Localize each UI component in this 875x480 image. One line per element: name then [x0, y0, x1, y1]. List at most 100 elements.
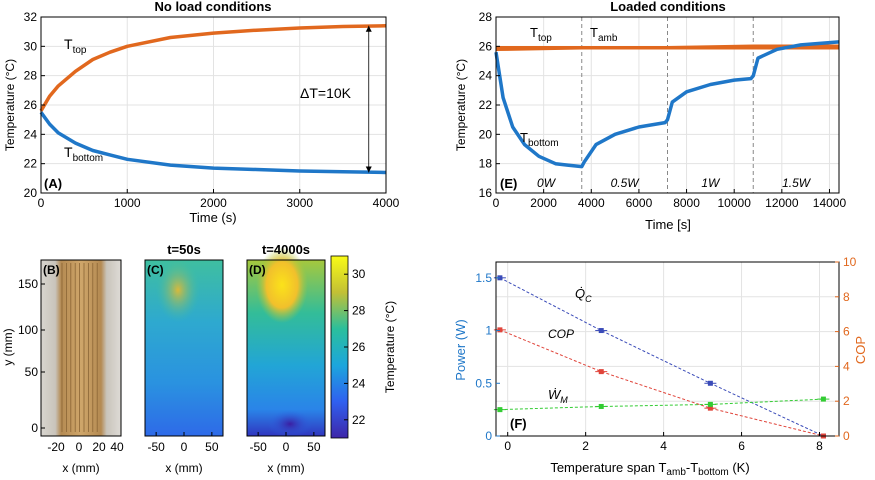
- panel-a-xlabel: Time (s): [189, 210, 236, 225]
- x-tick-label: 50: [205, 440, 219, 454]
- y-tick-label: 28: [479, 10, 493, 24]
- data-point: [707, 401, 713, 407]
- x-tick-label: 20: [92, 440, 106, 454]
- data-point: [707, 405, 713, 411]
- panel-e: 0 2000 4000 6000 8000 10000 12000 14000 16 18 20 22…: [454, 0, 846, 232]
- y-left-tick-label: 0.5: [475, 376, 492, 390]
- series-line-1: [499, 329, 824, 437]
- load-label: 1W: [701, 176, 721, 190]
- colorbar-tick-label: 26: [352, 340, 366, 354]
- panel-f-ylabel-right: COP: [853, 336, 868, 364]
- panel-c-axes: -50 0 50: [147, 432, 219, 454]
- data-point: [598, 328, 604, 334]
- x-tick-label: -50: [147, 440, 165, 454]
- x-tick-label: 4000: [373, 196, 400, 210]
- panel-c-xlabel: x (mm): [165, 461, 202, 475]
- panel-b-frame: [40, 259, 122, 437]
- x-tick-label: 4: [660, 439, 667, 453]
- panel-b-label: (B): [43, 263, 60, 277]
- x-tick-label: 8000: [673, 196, 700, 210]
- panel-d-hot-region: [256, 247, 308, 323]
- x-tick-label: 6000: [626, 196, 653, 210]
- panel-a-tbottom-label: Tbottom: [64, 144, 103, 164]
- panel-f-ylabel-left: Power (W): [453, 319, 468, 380]
- panel-c-hot-region: [156, 258, 200, 322]
- panel-e-label: (E): [500, 176, 517, 191]
- panel-a-ttop-label: Ttop: [64, 36, 87, 56]
- x-tick-label: 10000: [718, 196, 752, 210]
- panel-a-grid: [40, 16, 387, 194]
- y-right-tick-label: 10: [843, 255, 857, 269]
- panel-e-tamb-label: Tamb: [590, 25, 618, 44]
- colorbar-tick-label: 30: [352, 267, 366, 281]
- x-tick-label: 1000: [114, 196, 141, 210]
- plot-area: [496, 262, 839, 436]
- x-tick-label: 0: [38, 196, 45, 210]
- y-tick-label: 150: [18, 277, 38, 291]
- y-tick-label: 20: [479, 127, 493, 141]
- panel-e-ylabel: Temperature (°C): [454, 59, 468, 151]
- x-tick-label: 6: [738, 439, 745, 453]
- panel-d-cold-region: [268, 410, 312, 438]
- y-right-tick-label: 2: [843, 394, 850, 408]
- panel-d-axes: -50 0 50: [249, 432, 321, 454]
- colorbar-tick-label: 22: [352, 413, 366, 427]
- series-line-top: [39, 24, 387, 112]
- panel-a-axes: 0 1000 2000 3000 4000 20 22 24 26 28 30 32: [24, 10, 400, 210]
- x-tick-label: 2000: [530, 196, 557, 210]
- panel-e-xlabel: Time [s]: [645, 217, 691, 232]
- data-point: [598, 369, 604, 375]
- x-tick-label: 50: [307, 440, 321, 454]
- x-tick-label: 12000: [765, 196, 799, 210]
- x-tick-label: 8: [816, 439, 823, 453]
- y-right-tick-label: 4: [843, 359, 850, 373]
- panel-b-ylabel: y (mm): [1, 328, 15, 365]
- x-tick-label: -20: [47, 440, 65, 454]
- panel-d: -50 0 50 t=4000s (D) x (mm): [246, 242, 326, 475]
- panel-a-marks: [39, 24, 387, 175]
- panel-f-axes: 0 2 4 6 8 0 0.5 1 1.5 0 2 4 6 8 10: [475, 255, 856, 453]
- x-tick-label: 40: [110, 440, 124, 454]
- axes-frame: [495, 261, 840, 437]
- x-tick-label: 14000: [813, 196, 847, 210]
- colorbar-label: Temperature (°C): [383, 301, 397, 393]
- panel-e-marks: [494, 40, 840, 169]
- colorbar: 22 24 26 28 30 Temperature (°C): [330, 255, 397, 439]
- y-tick-label: 20: [24, 186, 38, 200]
- x-tick-label: 0: [181, 440, 188, 454]
- panel-a-delta-t-annotation: ΔT=10K: [300, 85, 352, 101]
- series-line-2: [499, 398, 824, 411]
- colorbar-axes: 22 24 26 28 30: [344, 267, 366, 427]
- data-point: [497, 327, 503, 333]
- y-tick-label: 26: [24, 98, 38, 112]
- colorbar-tick-label: 28: [352, 304, 366, 318]
- y-tick-label: 30: [24, 39, 38, 53]
- load-label: 0.5W: [611, 176, 641, 190]
- x-tick-label: 0: [493, 196, 500, 210]
- y-tick-label: 24: [24, 127, 38, 141]
- panel-e-axes: 0 2000 4000 6000 8000 10000 12000 14000 16 18 20 22…: [479, 10, 847, 210]
- y-tick-label: 22: [24, 157, 38, 171]
- x-tick-label: -50: [249, 440, 267, 454]
- series-line-bottom: [494, 40, 840, 169]
- panel-d-title: t=4000s: [262, 242, 310, 257]
- y-right-tick-label: 0: [843, 429, 850, 443]
- data-point: [707, 380, 713, 386]
- y-tick-label: 32: [24, 10, 38, 24]
- y-tick-label: 24: [479, 69, 493, 83]
- y-left-tick-label: 1: [485, 324, 492, 338]
- load-label: 1.5W: [782, 176, 812, 190]
- x-tick-label: 0: [76, 440, 83, 454]
- load-label: 0W: [537, 176, 557, 190]
- series-line-bottom: [39, 111, 387, 175]
- y-tick-label: 0: [31, 421, 38, 435]
- panel-f-label: (F): [510, 416, 527, 431]
- y-tick-label: 26: [479, 39, 493, 53]
- y-tick-label: 16: [479, 186, 493, 200]
- panel-f-xlabel: Temperature span Tamb-Tbottom (K): [550, 460, 749, 478]
- colorbar-tick-label: 24: [352, 376, 366, 390]
- panel-b-photo: [41, 260, 121, 436]
- panel-b-xlabel: x (mm): [62, 461, 99, 475]
- y-tick-label: 28: [24, 69, 38, 83]
